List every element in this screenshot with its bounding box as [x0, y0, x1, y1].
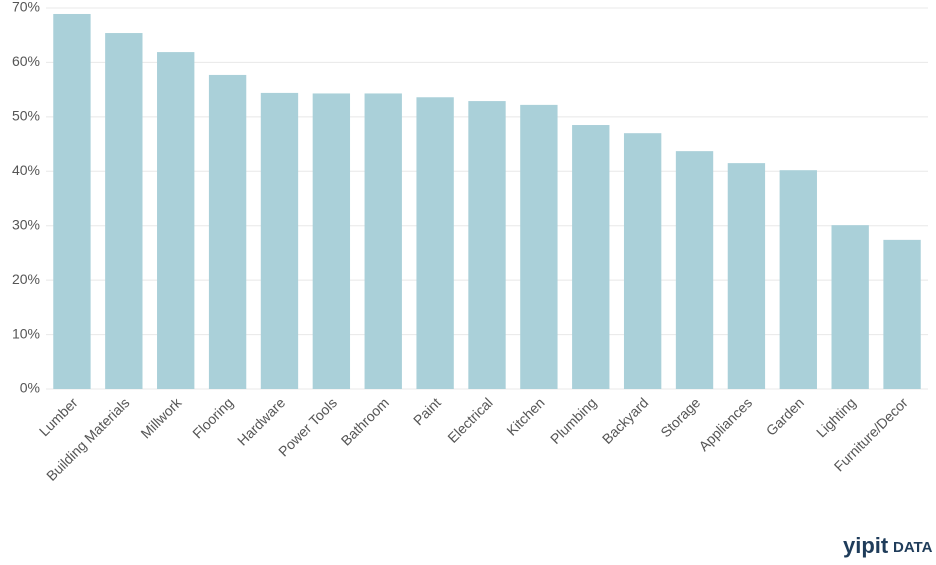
x-tick-label: Millwork [137, 394, 185, 442]
logo: yipit DATA [843, 533, 933, 558]
x-tick-label: Backyard [599, 394, 652, 447]
bar [520, 104, 558, 389]
x-tick-label: Flooring [189, 394, 236, 441]
bar [623, 133, 662, 389]
bar [416, 97, 454, 390]
logo-brand: yipit [843, 533, 889, 558]
x-tick-label: Kitchen [503, 394, 547, 438]
bar [468, 101, 506, 389]
y-tick-label: 30% [12, 216, 40, 232]
bar [675, 151, 714, 389]
x-tick-label: Storage [657, 394, 703, 440]
bar [364, 93, 402, 390]
x-tick-label: Lumber [36, 394, 81, 439]
y-tick-label: 50% [12, 108, 40, 124]
y-tick-label: 0% [20, 380, 40, 396]
x-tick-label: Plumbing [547, 394, 600, 447]
bar [208, 74, 247, 389]
y-tick-label: 10% [12, 325, 40, 341]
bar [727, 163, 766, 389]
x-tick-label: Bathroom [338, 394, 392, 448]
x-tick-label: Electrical [444, 394, 495, 445]
bar [883, 239, 921, 389]
bar [312, 93, 351, 390]
x-tick-label: Lighting [813, 394, 859, 440]
x-tick-label: Hardware [234, 394, 288, 448]
x-tick-label: Paint [410, 394, 444, 428]
bar [53, 13, 91, 389]
x-tick-label: Appliances [695, 394, 755, 454]
bar [260, 92, 299, 389]
logo-suffix: DATA [893, 539, 933, 556]
bar [157, 52, 195, 389]
bar [779, 170, 817, 389]
bar [572, 125, 610, 390]
bar [831, 225, 869, 389]
y-tick-label: 70% [12, 0, 40, 15]
y-tick-label: 20% [12, 271, 40, 287]
y-tick-label: 60% [12, 53, 40, 69]
bar [105, 33, 143, 390]
x-tick-label: Garden [763, 394, 807, 438]
y-tick-label: 40% [12, 162, 40, 178]
